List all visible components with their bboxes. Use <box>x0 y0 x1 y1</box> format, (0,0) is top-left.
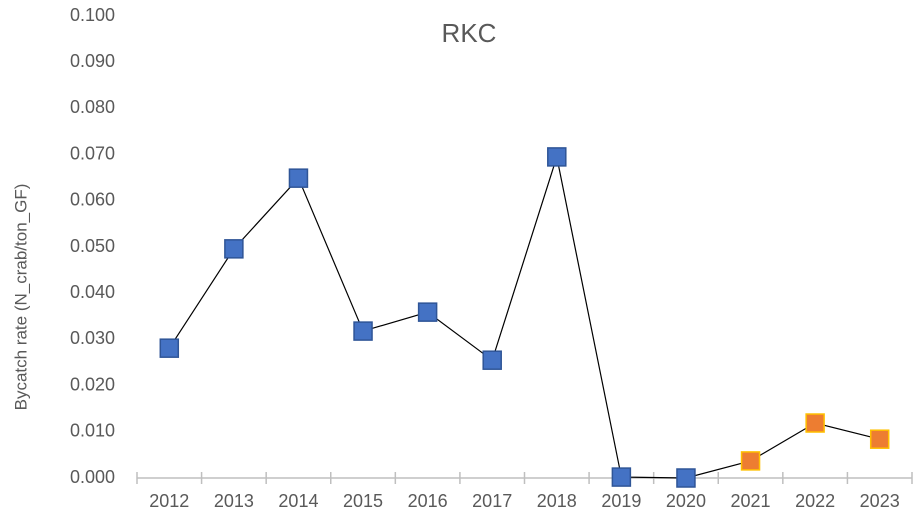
x-tick-label: 2023 <box>860 491 900 511</box>
marker <box>288 168 309 188</box>
x-tick-label: 2019 <box>601 491 641 511</box>
marker <box>353 321 373 341</box>
series-line <box>168 154 880 479</box>
x-tick-label: 2017 <box>472 491 512 511</box>
marker <box>482 350 502 370</box>
y-tick-label: 0.000 <box>70 467 115 487</box>
y-tick-label: 0.050 <box>70 236 115 256</box>
y-tick-label: 0.040 <box>70 282 115 302</box>
marker <box>224 239 244 259</box>
marker <box>869 429 890 449</box>
marker <box>611 467 632 487</box>
y-tick-label: 0.100 <box>70 5 115 25</box>
y-tick-label: 0.090 <box>70 51 115 71</box>
y-tick-label: 0.010 <box>70 421 115 441</box>
x-tick-label: 2020 <box>666 491 706 511</box>
marker <box>805 413 825 433</box>
x-tick-label: 2022 <box>795 491 835 511</box>
x-tick-label: 2014 <box>278 491 318 511</box>
x-tick-label: 2015 <box>343 491 383 511</box>
y-tick-label: 0.080 <box>70 97 115 117</box>
marker <box>417 302 438 322</box>
y-tick-label: 0.020 <box>70 374 115 394</box>
chart-title: RKC <box>442 18 497 48</box>
y-axis-title: Bycatch rate (N_crab/ton_GF) <box>11 184 30 411</box>
y-tick-label: 0.030 <box>70 328 115 348</box>
x-tick-label: 2021 <box>731 491 771 511</box>
marker <box>159 338 180 358</box>
x-tick-label: 2016 <box>408 491 448 511</box>
x-tick-label: 2012 <box>149 491 189 511</box>
y-tick-label: 0.070 <box>70 143 115 163</box>
y-tick-label: 0.060 <box>70 190 115 210</box>
marker <box>676 468 696 488</box>
marker <box>547 147 567 167</box>
x-tick-label: 2018 <box>537 491 577 511</box>
x-tick-label: 2013 <box>214 491 254 511</box>
marker <box>740 451 761 471</box>
